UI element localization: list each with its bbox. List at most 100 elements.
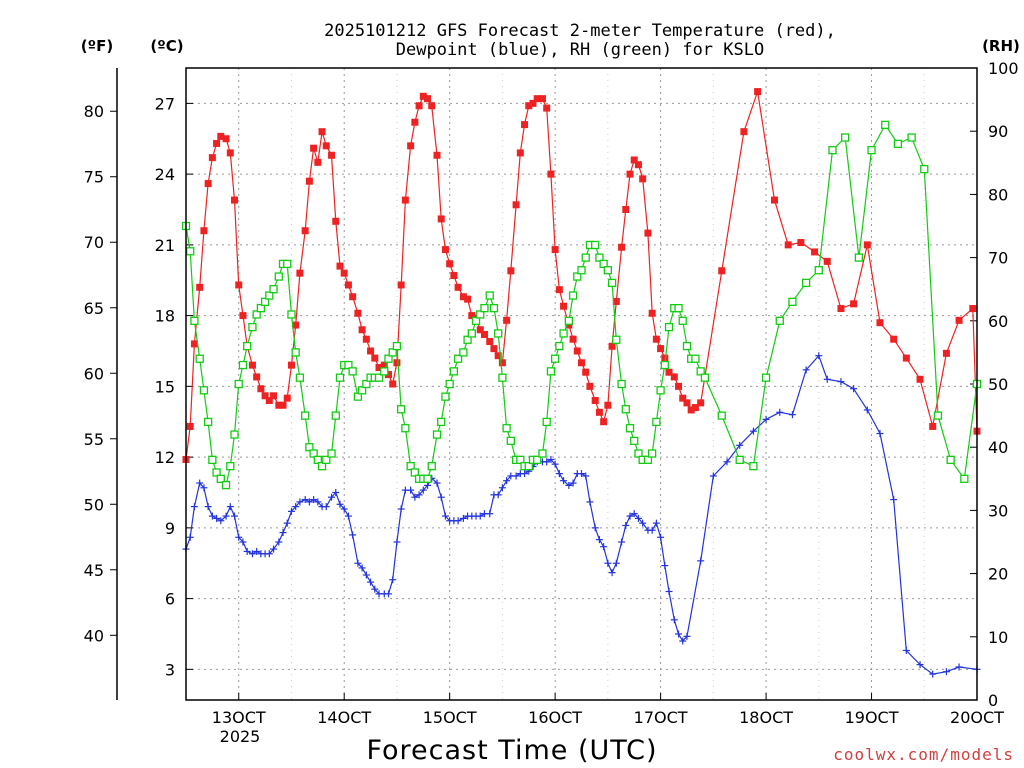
rh-point — [274, 272, 283, 281]
rh-point — [634, 449, 643, 458]
dewpoint-point — [551, 460, 559, 468]
celsius-tick-label: 21 — [155, 236, 175, 255]
dewpoint-point — [697, 557, 705, 565]
temperature-point — [362, 335, 370, 343]
temperature-point — [538, 95, 546, 103]
dewpoint-point — [665, 588, 673, 596]
x-tick-label: 16OCT — [528, 708, 582, 727]
temperature-point — [902, 354, 910, 362]
series-line — [185, 123, 978, 487]
rh-point — [555, 341, 564, 351]
temperature-point — [305, 177, 313, 185]
dewpoint-point — [196, 479, 204, 487]
dewpoint-point — [709, 472, 717, 480]
temperature-point — [310, 144, 318, 152]
rh-point — [625, 424, 635, 433]
temperature-point — [622, 205, 630, 213]
celsius-tick-label: 18 — [155, 307, 175, 326]
x-tick-label: 18OCT — [739, 708, 793, 727]
rh-point — [630, 436, 639, 446]
rh-point — [459, 348, 468, 357]
rh-point — [260, 297, 270, 306]
dewpoint-point — [441, 512, 449, 520]
dewpoint-point — [736, 441, 744, 449]
celsius-unit-label: (ºC) — [150, 37, 183, 55]
temperature-point — [371, 354, 379, 362]
dewpoint-point — [476, 512, 484, 520]
rh-point — [907, 133, 916, 142]
temperature-point — [314, 158, 322, 166]
dewpoint-point — [547, 455, 555, 463]
rh-point — [577, 266, 586, 275]
temperature-point — [604, 401, 612, 409]
rh-point — [920, 164, 929, 174]
temperature-point — [415, 102, 423, 110]
fahrenheit-tick-label: 75 — [84, 168, 104, 187]
x-axis: 13OCT 14OCT 15OCT 16OCT 17OCT 18OCT 19OCT 20OCT — [212, 693, 1004, 727]
dewpoint-point — [287, 507, 295, 515]
rh-point — [828, 146, 837, 155]
temperature-point — [494, 352, 502, 360]
rh-point — [788, 297, 797, 306]
rh-point — [243, 341, 252, 351]
temperature-point — [595, 408, 603, 416]
dewpoint-point — [630, 510, 638, 518]
temperature-point — [235, 281, 243, 289]
dewpoint-point — [239, 538, 247, 546]
temperature-point — [454, 283, 462, 291]
temperature-point — [679, 394, 687, 402]
temperature-point — [349, 293, 357, 301]
x-tick-label: 14OCT — [317, 708, 371, 727]
celsius-tick-label: 9 — [165, 519, 175, 538]
fahrenheit-tick-label: 60 — [84, 364, 104, 383]
rh-tick-label: 10 — [988, 628, 1008, 647]
celsius-tick-label: 3 — [165, 660, 175, 679]
temperature-point — [354, 309, 362, 317]
rh-point — [427, 462, 436, 471]
dewpoint-point — [683, 632, 691, 640]
dewpoint-point — [622, 521, 630, 529]
dewpoint-point — [661, 562, 669, 570]
rh-point — [467, 329, 476, 338]
dewpoint-point — [362, 571, 370, 579]
rh-point — [617, 379, 626, 389]
dewpoint-point — [503, 477, 511, 485]
temperature-point — [344, 281, 352, 289]
rh-point — [761, 373, 771, 382]
temperature-point — [507, 267, 515, 275]
dewpoint-point — [749, 427, 757, 435]
series-line — [185, 354, 978, 675]
dewpoint-point — [354, 559, 362, 567]
rh-point — [256, 304, 266, 313]
rh-point — [485, 291, 494, 300]
temperature-point — [565, 321, 573, 329]
rh-point — [814, 266, 823, 275]
rh-point — [322, 455, 331, 464]
temperature-point — [468, 312, 476, 320]
dewpoint-point — [283, 519, 291, 527]
x-axis-title: Forecast Time (UTC) — [366, 735, 657, 766]
rh-point — [287, 310, 296, 319]
rh-point — [700, 373, 710, 382]
rh-point — [854, 253, 864, 262]
dewpoint-point — [235, 533, 243, 541]
rh-point — [542, 417, 551, 427]
rh-point — [317, 462, 327, 471]
rh-point — [881, 120, 890, 130]
dewpoint-point — [723, 458, 731, 466]
temperature-point — [863, 241, 871, 249]
dewpoint-point — [679, 637, 687, 645]
temperature-point — [555, 286, 563, 294]
rh-point — [568, 291, 578, 300]
temperature-point — [675, 382, 683, 390]
temperature-point — [591, 397, 599, 405]
temperature-point — [955, 316, 963, 324]
rh-point — [691, 354, 700, 363]
dewpoint-point — [657, 533, 665, 541]
temperature-point — [217, 132, 225, 140]
temperature-point — [190, 340, 198, 348]
rh-unit-label: (RH) — [982, 37, 1020, 55]
plot-frame — [185, 67, 978, 701]
rh-point — [221, 480, 231, 490]
